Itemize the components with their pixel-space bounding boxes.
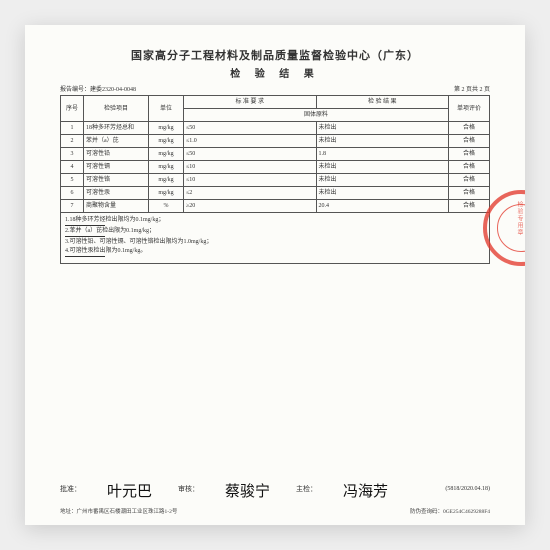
cell-item: 可溶性铬 bbox=[84, 174, 149, 187]
cell-unit: mg/kg bbox=[149, 174, 184, 187]
cell-req: ≤50 bbox=[184, 148, 317, 161]
cell-item: 可溶性汞 bbox=[84, 187, 149, 200]
cell-no: 2 bbox=[61, 135, 84, 148]
page-indicator: 第 2 页共 2 页 bbox=[454, 84, 490, 93]
col-req: 标 准 要 求 bbox=[184, 96, 317, 109]
cell-item: 18种多环芳烃总和 bbox=[84, 122, 149, 135]
main-signature: 冯海芳 bbox=[343, 480, 388, 501]
divider bbox=[65, 256, 105, 257]
divider bbox=[65, 236, 105, 237]
cell-req: ≥20 bbox=[184, 200, 317, 213]
cell-unit: mg/kg bbox=[149, 135, 184, 148]
table-row: 2苯并（a）芘mg/kg≤1.0未检出合格 bbox=[61, 135, 490, 148]
cell-req: ≤10 bbox=[184, 174, 317, 187]
cell-no: 6 bbox=[61, 187, 84, 200]
cell-unit: mg/kg bbox=[149, 148, 184, 161]
document-page: 国家高分子工程材料及制品质量监督检验中心（广东） 检 验 结 果 报告编号：建委… bbox=[25, 25, 525, 525]
cell-verdict: 合格 bbox=[449, 200, 490, 213]
footer-code: 防伪查询码：0GE254C4629288F4 bbox=[410, 507, 490, 515]
approve-label: 批准： bbox=[60, 484, 81, 494]
cell-unit: mg/kg bbox=[149, 161, 184, 174]
cell-res: 20.4 bbox=[316, 200, 449, 213]
cell-no: 5 bbox=[61, 174, 84, 187]
table-row: 7商聚物含量%≥2020.4合格 bbox=[61, 200, 490, 213]
table-header-row: 序号 检验项目 单位 标 准 要 求 检 验 结 果 单项评价 bbox=[61, 96, 490, 109]
cell-req: ≤10 bbox=[184, 161, 317, 174]
cell-res: 未检出 bbox=[316, 174, 449, 187]
note-line: 2.苯并（a）芘检出限为0.1mg/kg； bbox=[65, 227, 485, 235]
cell-res: 未检出 bbox=[316, 187, 449, 200]
cell-verdict: 合格 bbox=[449, 148, 490, 161]
table-row: 118种多环芳烃总和mg/kg≤50未检出合格 bbox=[61, 122, 490, 135]
org-title: 国家高分子工程材料及制品质量监督检验中心（广东） bbox=[60, 47, 490, 63]
table-row: 3可溶性铅mg/kg≤501.8合格 bbox=[61, 148, 490, 161]
footer-address: 地址：广州市番禺区石楼潮田工业区珠江路1-2号 bbox=[60, 507, 177, 515]
cell-verdict: 合格 bbox=[449, 187, 490, 200]
note-line: 1.18种多环芳烃检出限均为0.1mg/kg； bbox=[65, 216, 485, 224]
col-unit: 单位 bbox=[149, 96, 184, 122]
cell-item: 可溶性铅 bbox=[84, 148, 149, 161]
seal-text: 检验专用章 bbox=[515, 201, 524, 236]
results-table: 序号 检验项目 单位 标 准 要 求 检 验 结 果 单项评价 固体原料 118… bbox=[60, 95, 490, 213]
cell-item: 可溶性镉 bbox=[84, 161, 149, 174]
col-res: 检 验 结 果 bbox=[316, 96, 449, 109]
cell-verdict: 合格 bbox=[449, 174, 490, 187]
cell-unit: mg/kg bbox=[149, 187, 184, 200]
cell-res: 未检出 bbox=[316, 161, 449, 174]
col-no: 序号 bbox=[61, 96, 84, 122]
table-row: 4可溶性镉mg/kg≤10未检出合格 bbox=[61, 161, 490, 174]
cell-verdict: 合格 bbox=[449, 135, 490, 148]
cell-req: ≤50 bbox=[184, 122, 317, 135]
approve-signature: 叶元巴 bbox=[107, 480, 152, 501]
cell-item: 商聚物含量 bbox=[84, 200, 149, 213]
cell-req: ≤2 bbox=[184, 187, 317, 200]
cell-req: ≤1.0 bbox=[184, 135, 317, 148]
col-verdict: 单项评价 bbox=[449, 96, 490, 122]
review-signature: 蔡骏宁 bbox=[225, 480, 270, 501]
doc-title: 检 验 结 果 bbox=[60, 65, 490, 80]
divider bbox=[65, 225, 105, 226]
note-line: 3.可溶性铅、可溶性镉、可溶性铬检出限均为1.0mg/kg； bbox=[65, 238, 485, 246]
note-line: 4.可溶性汞检出限为0.1mg/kg。 bbox=[65, 247, 485, 255]
main-label: 主检： bbox=[296, 484, 317, 494]
table-row: 6可溶性汞mg/kg≤2未检出合格 bbox=[61, 187, 490, 200]
report-number: 报告编号：建委2320-04-0048 bbox=[60, 84, 136, 93]
cell-verdict: 合格 bbox=[449, 161, 490, 174]
col-item: 检验项目 bbox=[84, 96, 149, 122]
cell-no: 3 bbox=[61, 148, 84, 161]
review-label: 审核： bbox=[178, 484, 199, 494]
cell-no: 1 bbox=[61, 122, 84, 135]
cell-no: 4 bbox=[61, 161, 84, 174]
cell-unit: mg/kg bbox=[149, 122, 184, 135]
cell-verdict: 合格 bbox=[449, 122, 490, 135]
cell-item: 苯并（a）芘 bbox=[84, 135, 149, 148]
footer-row: 地址：广州市番禺区石楼潮田工业区珠江路1-2号 防伪查询码：0GE254C462… bbox=[60, 507, 490, 515]
cell-res: 未检出 bbox=[316, 135, 449, 148]
cell-res: 1.8 bbox=[316, 148, 449, 161]
cell-no: 7 bbox=[61, 200, 84, 213]
cell-unit: % bbox=[149, 200, 184, 213]
subhead-cell: 固体原料 bbox=[184, 109, 449, 122]
notes-block: 1.18种多环芳烃检出限均为0.1mg/kg； 2.苯并（a）芘检出限为0.1m… bbox=[60, 213, 490, 264]
cell-res: 未检出 bbox=[316, 122, 449, 135]
sign-date: (5818/2020.04.18) bbox=[445, 486, 490, 492]
signature-row: 批准： 叶元巴 审核： 蔡骏宁 主检： 冯海芳 (5818/2020.04.18… bbox=[60, 478, 490, 499]
meta-row: 报告编号：建委2320-04-0048 第 2 页共 2 页 bbox=[60, 84, 490, 93]
table-row: 5可溶性铬mg/kg≤10未检出合格 bbox=[61, 174, 490, 187]
